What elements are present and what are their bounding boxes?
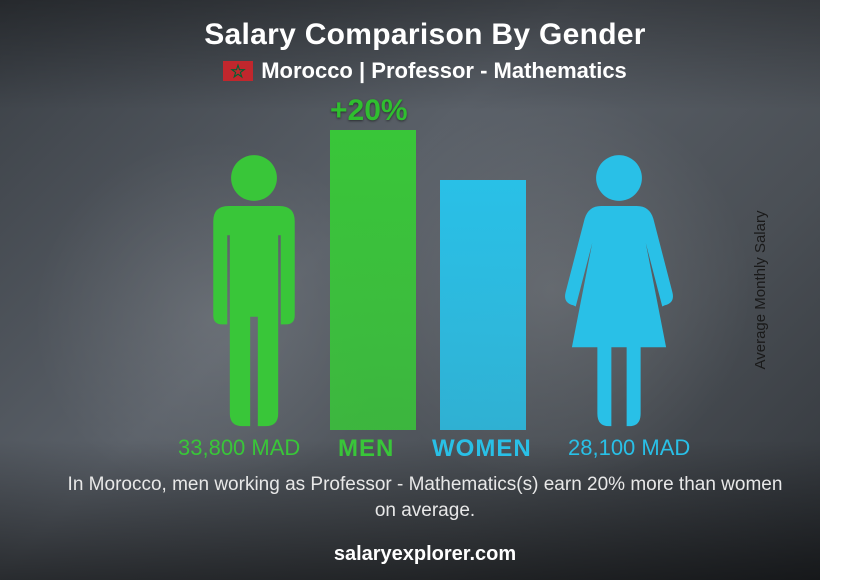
men-bar [330,130,416,430]
job-title: Professor - Mathematics [371,58,627,83]
morocco-flag-icon [223,61,253,81]
footer-source: salaryexplorer.com [0,543,850,566]
women-salary: 28,100 MAD [568,435,690,461]
men-label: MEN [338,435,394,463]
country-name: Morocco [261,58,353,83]
chart-area [0,130,850,430]
men-salary: 33,800 MAD [178,435,300,461]
subtitle: Morocco | Professor - Mathematics [0,58,850,84]
women-label: WOMEN [432,435,532,463]
caption-text: In Morocco, men working as Professor - M… [60,472,790,523]
infographic-stage: Average Monthly Salary Salary Comparison… [0,0,850,580]
separator: | [353,58,371,83]
percentage-difference: +20% [330,94,408,128]
women-bar [440,180,526,430]
man-icon [190,150,318,430]
page-title: Salary Comparison By Gender [0,18,850,52]
woman-icon [555,150,683,430]
